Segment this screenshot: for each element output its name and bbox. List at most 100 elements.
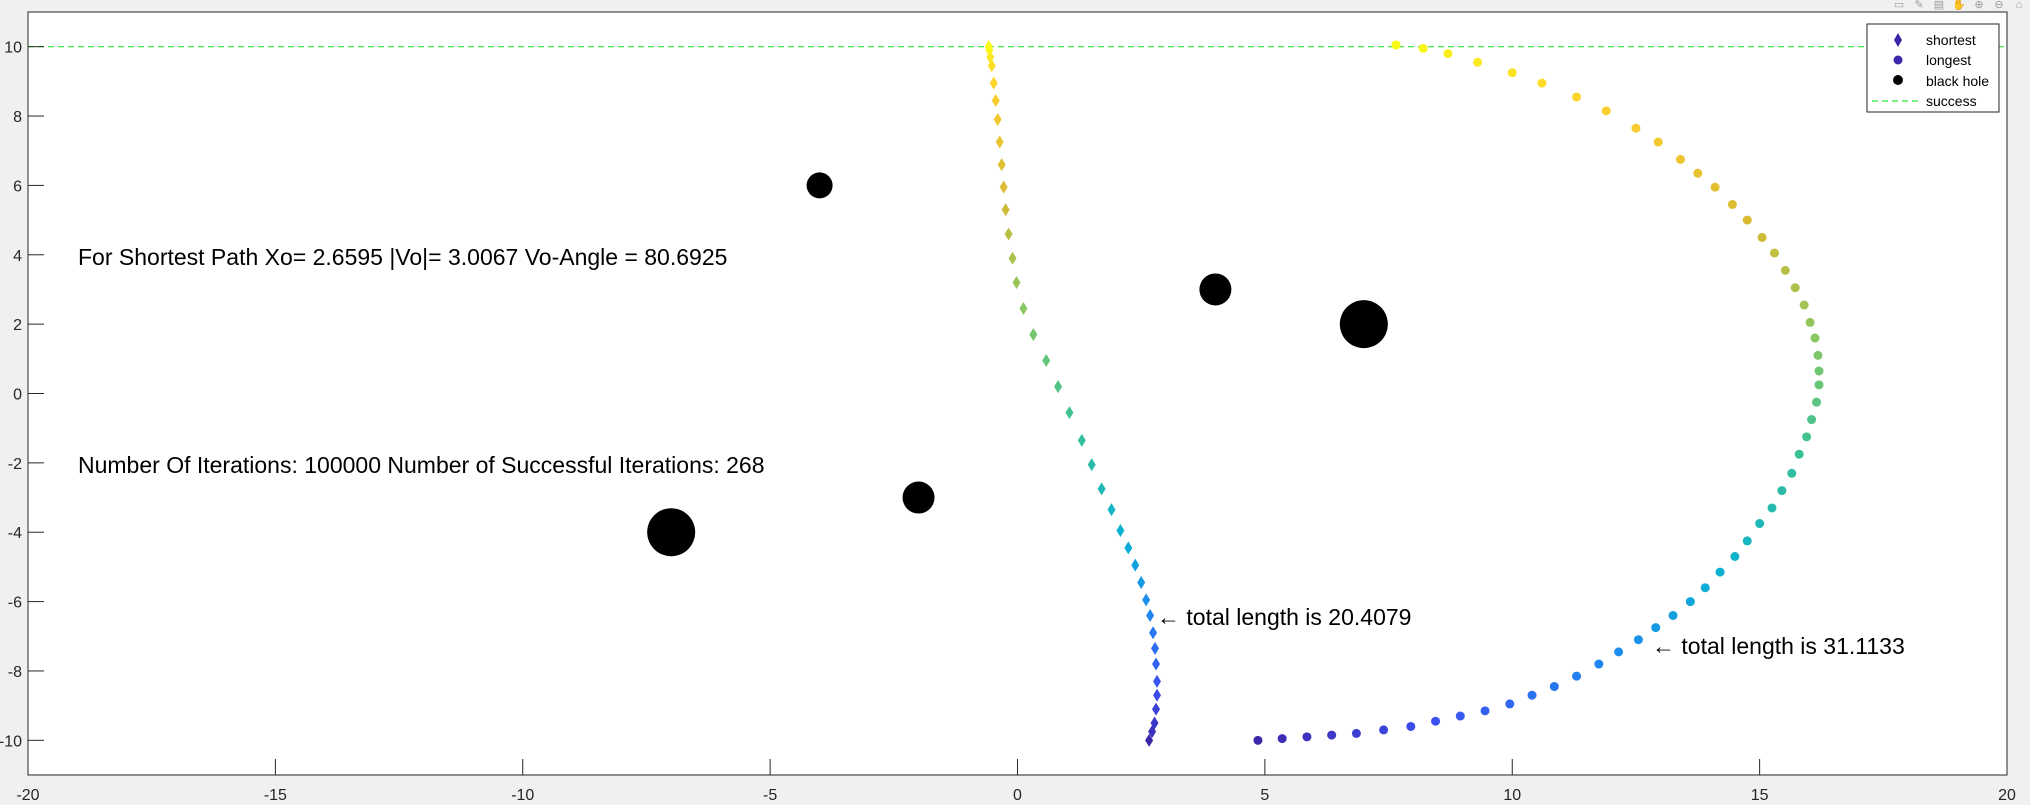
longest-path-point — [1327, 730, 1337, 740]
longest-path-point — [1391, 40, 1401, 50]
export-icon[interactable]: ▭ — [1893, 0, 1905, 11]
longest-path-point — [1715, 567, 1725, 577]
y-tick-label: 8 — [13, 109, 22, 126]
longest-path-point — [1505, 699, 1515, 709]
longest-length-label: ← total length is 31.1133 — [1652, 633, 1905, 659]
shortest-path-point — [1008, 251, 1017, 265]
zoom-out-icon[interactable]: ⊖ — [1994, 0, 2004, 11]
chart-marks — [647, 40, 1824, 747]
longest-path-point — [1507, 68, 1517, 78]
y-tick-label: 4 — [13, 248, 22, 265]
longest-path-point — [1755, 519, 1765, 529]
longest-path-point — [1351, 728, 1361, 738]
shortest-path-point — [993, 113, 1002, 127]
longest-path-point — [1549, 682, 1559, 692]
longest-path-point — [1431, 716, 1441, 726]
y-tick-label: 2 — [13, 317, 22, 334]
y-tick-label: 0 — [13, 387, 22, 404]
shortest-length-label: ← total length is 20.4079 — [1157, 604, 1411, 630]
x-tick-label: 0 — [1013, 787, 1022, 804]
shortest-path-point — [1054, 380, 1063, 394]
shortest-path-point — [1145, 733, 1154, 747]
longest-path-point — [1814, 380, 1824, 390]
longest-path-point — [1379, 725, 1389, 735]
shortest-path-point — [1107, 503, 1116, 517]
x-tick-label: -5 — [763, 787, 777, 804]
longest-path-point — [1780, 265, 1790, 275]
shortest-path-point — [1150, 716, 1159, 730]
longest-path-point — [1813, 350, 1823, 360]
longest-path-point — [1805, 317, 1815, 327]
longest-path-point — [1527, 690, 1537, 700]
longest-path-point — [1443, 49, 1453, 59]
longest-path-point — [1406, 721, 1416, 731]
shortest-path-point — [1131, 558, 1140, 572]
shortest-path-point — [1001, 203, 1010, 217]
x-tick-label: 5 — [1260, 787, 1269, 804]
longest-path-point — [1601, 106, 1611, 116]
shortest-path-point — [1087, 458, 1096, 472]
shortest-path-point — [1153, 688, 1162, 702]
longest-path-point — [1810, 333, 1820, 343]
longest-path-point — [1631, 123, 1641, 133]
longest-path-point — [1767, 503, 1777, 513]
shortest-path-point — [1146, 608, 1155, 622]
shortest-path-point — [1149, 626, 1158, 640]
axes-toolbar: ▭ ✎ ▤ ✋ ⊕ ⊖ ⌂ — [1892, 0, 2026, 12]
legend-item-longest: longest — [1893, 52, 1971, 68]
longest-path-point — [1727, 199, 1737, 209]
longest-path-point — [1614, 647, 1624, 657]
x-tick-label: 20 — [1998, 787, 2016, 804]
black-hole — [1199, 273, 1232, 306]
x-tick-label: 15 — [1751, 787, 1769, 804]
shortest-path-point — [1042, 354, 1051, 368]
longest-path-point — [1480, 706, 1490, 716]
longest-path-point — [1594, 659, 1604, 669]
shortest-path-point — [1152, 702, 1161, 716]
longest-path-point — [1742, 536, 1752, 546]
longest-path-point — [1769, 248, 1779, 258]
y-tick-label: -10 — [0, 733, 22, 750]
longest-path-point — [1277, 734, 1287, 744]
shortest-path-point — [1116, 523, 1125, 537]
shortest-path-point — [997, 158, 1006, 172]
diamond-marker-icon — [1894, 33, 1902, 47]
plot-area — [27, 11, 2008, 776]
shortest-path-info: For Shortest Path Xo= 2.6595 |Vo|= 3.006… — [78, 244, 727, 270]
shortest-path-point — [1097, 482, 1106, 496]
shortest-path-point — [984, 40, 993, 54]
shortest-path-point — [1029, 328, 1038, 342]
shortest-path-point — [995, 135, 1004, 149]
shortest-path-point — [987, 59, 996, 73]
home-icon[interactable]: ⌂ — [2015, 0, 2023, 11]
iterations-info: Number Of Iterations: 100000 Number of S… — [78, 452, 765, 478]
longest-path-point — [1633, 635, 1643, 645]
longest-path-point — [1710, 182, 1720, 192]
datatip-icon[interactable]: ▤ — [1933, 0, 1945, 11]
longest-path-point — [1693, 168, 1703, 178]
brush-icon[interactable]: ✎ — [1914, 0, 1924, 11]
legend-label-longest: longest — [1926, 52, 1971, 68]
shortest-path-point — [989, 76, 998, 90]
longest-path-point — [1812, 397, 1822, 407]
legend-item-black-hole: black hole — [1893, 73, 1989, 89]
longest-path-point — [1572, 92, 1582, 102]
black-hole — [647, 508, 696, 557]
zoom-in-icon[interactable]: ⊕ — [1974, 0, 1984, 11]
pan-icon[interactable]: ✋ — [1952, 0, 1966, 11]
longest-path-point — [1802, 432, 1812, 442]
longest-path-point — [1730, 552, 1740, 562]
legend-box — [1866, 23, 2000, 113]
longest-path-point — [1807, 415, 1817, 425]
y-tick-label: 10 — [4, 40, 22, 57]
longest-path-point — [1302, 732, 1312, 742]
longest-path-point — [1668, 610, 1678, 620]
longest-path-point — [1253, 735, 1263, 745]
shortest-path-point — [1152, 657, 1161, 671]
longest-path-point — [1418, 43, 1428, 53]
shortest-path-point — [1004, 227, 1013, 241]
black-hole — [806, 172, 833, 199]
legend[interactable]: shortest longest black hole success — [1866, 23, 2000, 113]
y-tick-label: -2 — [8, 456, 22, 473]
longest-path-point — [1814, 366, 1824, 376]
